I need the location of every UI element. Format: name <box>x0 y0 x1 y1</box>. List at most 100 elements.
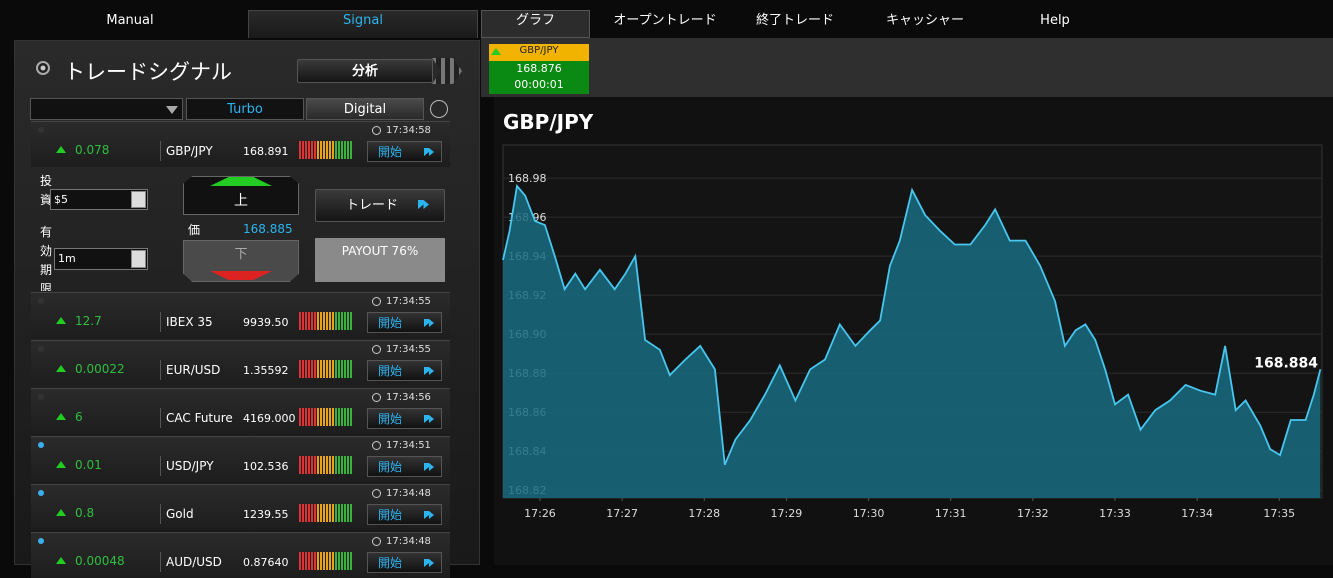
strength-bar <box>311 504 313 522</box>
signal-time: 17:34:51 <box>386 440 431 451</box>
expiry-label: 有効期限 <box>40 225 53 291</box>
strength-bar <box>332 141 334 159</box>
x-tick-label: 17:27 <box>606 507 638 520</box>
start-button[interactable]: 開始 <box>367 141 442 162</box>
strength-bar <box>299 552 301 570</box>
up-arrow <box>56 509 66 516</box>
status-dot <box>38 490 44 496</box>
strength-bar <box>320 456 322 474</box>
strength-bar <box>314 360 316 378</box>
button-chevron <box>424 148 434 156</box>
strength-bar <box>320 408 322 426</box>
signal-change: 0.01 <box>75 458 102 472</box>
up-arrow <box>56 317 66 324</box>
strength-bar <box>338 456 340 474</box>
signal-price: 102.536 <box>243 460 289 473</box>
up-arrow <box>56 146 66 153</box>
signal-change: 6 <box>75 410 83 424</box>
button-chevron <box>424 559 434 567</box>
clock-icon <box>372 345 381 354</box>
ticker-asset: GBP/JPY <box>519 45 559 56</box>
info-icon[interactable] <box>430 100 448 118</box>
separator <box>160 360 161 380</box>
strength-bar <box>332 312 334 330</box>
ticker-bar <box>481 38 1333 97</box>
start-button[interactable]: 開始 <box>367 408 442 429</box>
trade-button[interactable]: トレード <box>315 189 445 222</box>
investment-select[interactable]: $5 <box>50 189 148 210</box>
start-button[interactable]: 開始 <box>367 360 442 381</box>
strength-bar <box>323 141 325 159</box>
nav-tab[interactable]: Signal <box>343 13 383 28</box>
signal-time: 17:34:58 <box>386 125 431 136</box>
signal-change: 0.00022 <box>75 362 125 376</box>
page: {"nav":{"tabs":["Manual","Signal","グラフ",… <box>14 10 1333 578</box>
status-dot <box>38 127 44 133</box>
strength-bar <box>335 504 337 522</box>
strength-bar <box>350 456 352 474</box>
signal-change: 0.078 <box>75 143 110 157</box>
signal-asset: AUD/USD <box>166 555 222 569</box>
x-tick-label: 17:35 <box>1263 507 1295 520</box>
strength-bar <box>332 408 334 426</box>
strength-bar <box>326 141 328 159</box>
start-button[interactable]: 開始 <box>367 552 442 573</box>
ticker-timer: 00:00:01 <box>514 78 564 91</box>
strength-bar <box>344 141 346 159</box>
nav-tab[interactable]: Help <box>1040 13 1070 28</box>
signal-row: 17:34:48 0.8 Gold 1239.55 開始 <box>31 484 450 530</box>
strength-bar <box>308 312 310 330</box>
strength-bar <box>320 552 322 570</box>
clock-icon <box>372 489 381 498</box>
strength-bar <box>314 504 316 522</box>
strength-bar <box>326 312 328 330</box>
select-arrow <box>166 106 178 114</box>
strength-bar <box>350 504 352 522</box>
strength-bar <box>329 141 331 159</box>
investment-label: 投資 <box>40 174 53 207</box>
ticker-head <box>489 44 589 61</box>
radio-icon <box>36 61 50 75</box>
strength-bar <box>308 408 310 426</box>
nav-tab[interactable]: Manual <box>106 13 154 28</box>
strength-bar <box>299 360 301 378</box>
filter-select[interactable] <box>30 98 183 120</box>
nav-tab[interactable]: オープントレード <box>613 13 717 28</box>
start-button[interactable]: 開始 <box>367 456 442 477</box>
nav-tab[interactable]: キャッシャー <box>885 13 964 28</box>
strength-bar <box>341 456 343 474</box>
strength-bar <box>302 360 304 378</box>
strength-bar <box>308 456 310 474</box>
select-button[interactable] <box>131 191 146 208</box>
strength-bar <box>308 360 310 378</box>
start-button[interactable]: 開始 <box>367 504 442 525</box>
start-button[interactable]: 開始 <box>367 312 442 333</box>
expiry-select[interactable]: 1m <box>54 248 148 270</box>
strength-bar <box>326 456 328 474</box>
mode-tab[interactable]: Turbo <box>186 98 304 120</box>
strength-bar <box>323 312 325 330</box>
payout-box: PAYOUT 76% <box>315 238 445 282</box>
strength-bar <box>329 360 331 378</box>
select-button[interactable] <box>131 250 146 268</box>
panel-title: トレードシグナル <box>64 60 232 84</box>
button-chevron <box>424 415 434 423</box>
mode-tab[interactable]: Digital <box>306 98 424 120</box>
strength-bar <box>347 360 349 378</box>
strength-bar <box>326 504 328 522</box>
strength-bar <box>311 141 313 159</box>
strength-bar <box>329 312 331 330</box>
signal-asset: EUR/USD <box>166 363 221 377</box>
x-tick-label: 17:33 <box>1099 507 1131 520</box>
ticker-price: 168.876 <box>516 62 562 75</box>
nav-tab[interactable]: 終了トレード <box>755 13 834 28</box>
strength-bar <box>317 141 319 159</box>
strength-bar <box>305 456 307 474</box>
nav-tab[interactable]: グラフ <box>515 13 555 28</box>
strength-bar <box>341 360 343 378</box>
analyze-button[interactable]: 分析 <box>297 59 433 83</box>
signal-time: 17:34:56 <box>386 392 431 403</box>
signal-change: 12.7 <box>75 314 102 328</box>
strength-bar <box>305 504 307 522</box>
x-tick-label: 17:28 <box>688 507 720 520</box>
